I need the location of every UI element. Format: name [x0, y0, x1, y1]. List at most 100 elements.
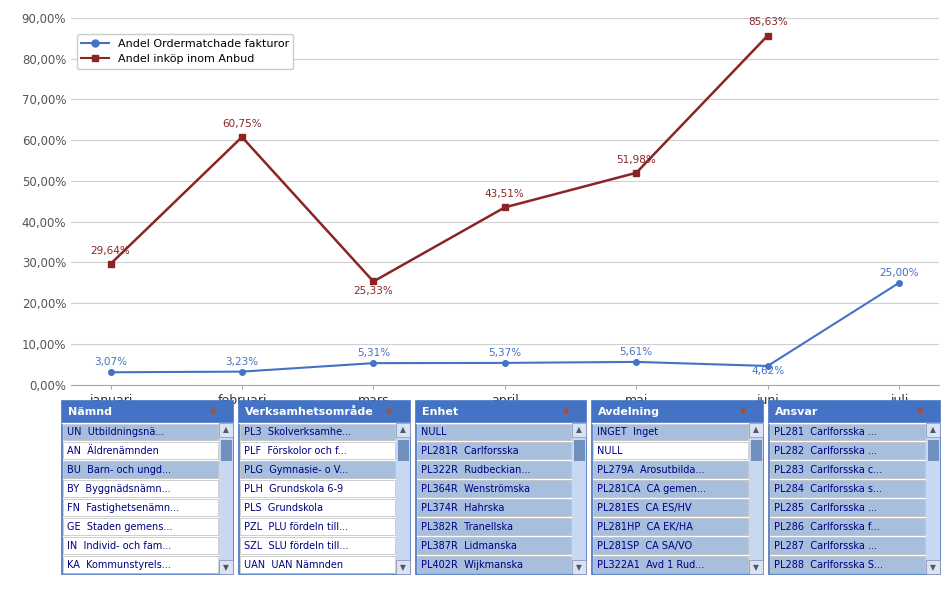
Bar [219, 423, 233, 574]
Bar [62, 401, 233, 423]
Text: Verksamhetsområde: Verksamhetsområde [245, 407, 374, 417]
Text: PL281  Carlforsska ...: PL281 Carlforsska ... [775, 427, 877, 437]
Text: PLF  Förskolor och f...: PLF Förskolor och f... [244, 446, 347, 456]
Text: PL402R  Wijkmanska: PL402R Wijkmanska [421, 559, 522, 570]
Text: PL284  Carlforsska s...: PL284 Carlforsska s... [775, 484, 883, 494]
Bar [593, 518, 748, 535]
Bar [928, 440, 938, 461]
Text: AN  Äldrenämnden: AN Äldrenämnden [67, 446, 159, 456]
Bar [239, 401, 410, 423]
Bar [63, 537, 218, 554]
Bar [416, 461, 572, 478]
Text: PL281ES  CA ES/HV: PL281ES CA ES/HV [597, 503, 692, 513]
Text: ▼: ▼ [387, 407, 392, 416]
Bar [770, 423, 925, 440]
Text: PLH  Grundskola 6-9: PLH Grundskola 6-9 [244, 484, 343, 494]
Bar [749, 423, 763, 436]
Bar [573, 423, 587, 574]
Text: 51,98%: 51,98% [616, 155, 656, 165]
Text: PLS  Grundskola: PLS Grundskola [244, 503, 323, 513]
Text: PL387R  Lidmanska: PL387R Lidmanska [421, 540, 517, 551]
Bar [63, 461, 218, 478]
Text: ▼: ▼ [400, 562, 406, 572]
Text: 25,00%: 25,00% [880, 268, 919, 278]
Bar [62, 401, 233, 574]
Text: PL281CA  CA gemen...: PL281CA CA gemen... [597, 484, 706, 494]
Text: PL283  Carlforsska c...: PL283 Carlforsska c... [775, 465, 883, 475]
Text: BU  Barn- och ungd...: BU Barn- och ungd... [67, 465, 171, 475]
Bar [769, 401, 940, 574]
Bar [770, 556, 925, 573]
Text: ▼: ▼ [563, 407, 570, 416]
Bar [240, 499, 394, 516]
Bar [574, 440, 584, 461]
Text: NULL: NULL [597, 446, 623, 456]
Text: 5,37%: 5,37% [488, 348, 521, 358]
Bar [926, 560, 940, 574]
Bar [593, 461, 748, 478]
Bar [240, 442, 394, 459]
Bar [416, 556, 572, 573]
Bar [751, 440, 761, 461]
Text: ▲: ▲ [400, 425, 406, 434]
Bar [240, 480, 394, 497]
Bar [221, 440, 230, 461]
Bar [573, 560, 587, 574]
Text: NULL: NULL [421, 427, 447, 437]
Text: PL282  Carlforsska ...: PL282 Carlforsska ... [775, 446, 877, 456]
Bar [593, 537, 748, 554]
Bar [573, 423, 587, 436]
Text: 5,31%: 5,31% [356, 348, 390, 358]
Text: ▼: ▼ [223, 562, 228, 572]
Text: Enhet: Enhet [422, 407, 458, 417]
Text: ▲: ▲ [930, 425, 936, 434]
Bar [769, 401, 940, 423]
Bar [63, 480, 218, 497]
Text: PL285  Carlforsska ...: PL285 Carlforsska ... [775, 503, 877, 513]
Bar [240, 461, 394, 478]
Text: ▼: ▼ [740, 407, 746, 416]
Bar [593, 499, 748, 516]
Bar [593, 556, 748, 573]
Bar [770, 461, 925, 478]
Bar [240, 518, 394, 535]
Text: 3,07%: 3,07% [94, 358, 127, 368]
Bar [219, 560, 233, 574]
Text: ▼: ▼ [210, 407, 216, 416]
Text: 4,62%: 4,62% [751, 366, 784, 376]
Text: PL374R  Hahrska: PL374R Hahrska [421, 503, 504, 513]
Text: 25,33%: 25,33% [354, 286, 393, 296]
Text: IN  Individ- och fam...: IN Individ- och fam... [67, 540, 172, 551]
Text: ▲: ▲ [223, 425, 228, 434]
Bar [593, 423, 748, 440]
Bar [63, 556, 218, 573]
Text: BY  Byggnädsnämn...: BY Byggnädsnämn... [67, 484, 171, 494]
Text: PL322R  Rudbeckian...: PL322R Rudbeckian... [421, 465, 530, 475]
Text: SZL  SLU fördeln till...: SZL SLU fördeln till... [244, 540, 348, 551]
Bar [770, 499, 925, 516]
Text: ▼: ▼ [917, 407, 923, 416]
Bar [63, 423, 218, 440]
Text: ▼: ▼ [930, 562, 936, 572]
Text: PL3  Skolverksamhe...: PL3 Skolverksamhe... [244, 427, 351, 437]
Bar [770, 480, 925, 497]
Bar [770, 537, 925, 554]
Bar [593, 480, 748, 497]
Bar [240, 537, 394, 554]
Text: 43,51%: 43,51% [485, 189, 524, 199]
Text: PL279A  Arosutbilda...: PL279A Arosutbilda... [597, 465, 704, 475]
Text: PL281HP  CA EK/HA: PL281HP CA EK/HA [597, 522, 693, 532]
Text: ▼: ▼ [754, 562, 759, 572]
Text: PL286  Carlforsska f...: PL286 Carlforsska f... [775, 522, 880, 532]
Bar [749, 423, 763, 574]
Text: 85,63%: 85,63% [748, 17, 788, 27]
Bar [926, 423, 940, 436]
Bar [926, 423, 940, 574]
Text: 5,61%: 5,61% [620, 347, 653, 357]
Bar [416, 499, 572, 516]
Bar [770, 442, 925, 459]
Text: PL281R  Carlforsska: PL281R Carlforsska [421, 446, 519, 456]
Text: 60,75%: 60,75% [222, 119, 262, 129]
Legend: Andel Ordermatchade fakturor, Andel inköp inom Anbud: Andel Ordermatchade fakturor, Andel inkö… [77, 34, 294, 69]
Bar [592, 401, 763, 423]
